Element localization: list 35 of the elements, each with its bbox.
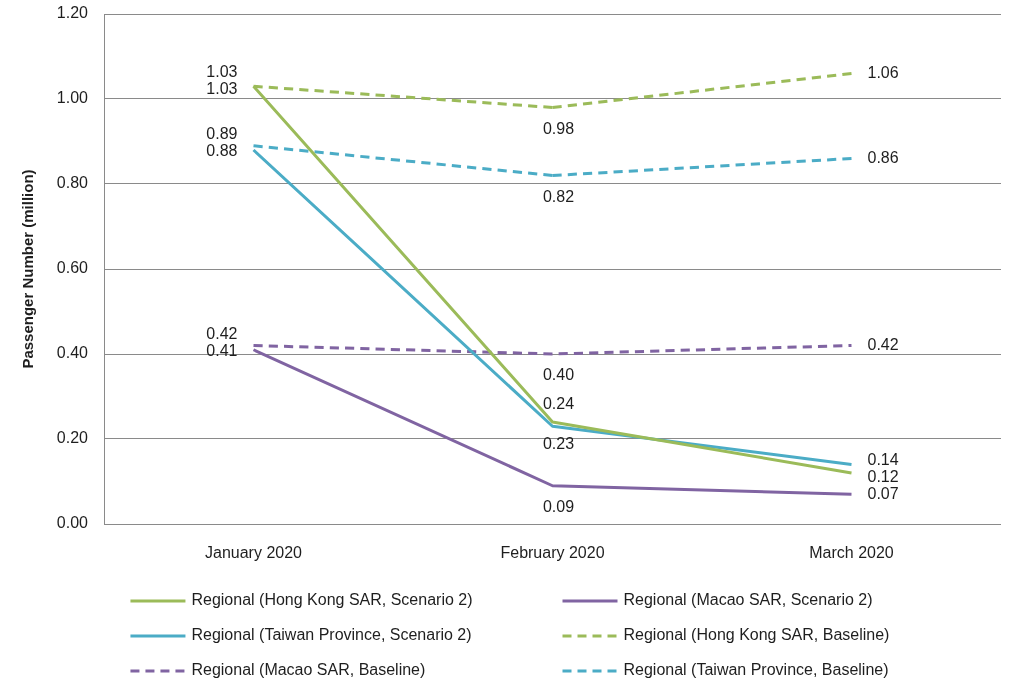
legend-label: Regional (Taiwan Province, Baseline) [623,661,889,679]
y-tick-label: 1.00 [56,89,89,107]
data-label: 0.98 [542,119,575,137]
data-label: 1.06 [867,63,899,81]
data-label: 0.88 [206,141,238,159]
y-tick-label: 0.00 [56,514,89,532]
data-label: 1.03 [206,63,238,81]
y-tick-label: 0.60 [56,259,89,277]
y-tick-label: 0.40 [56,344,89,362]
data-label: 0.12 [867,467,899,485]
y-tick-label: 1.20 [56,4,89,22]
y-tick-label: 0.80 [56,174,89,192]
data-label: 0.09 [542,498,575,516]
data-label: 0.89 [206,124,238,142]
data-label: 0.82 [542,187,575,205]
legend-label: Regional (Hong Kong SAR, Baseline) [623,626,890,644]
data-label: 0.42 [206,324,238,342]
data-label: 0.40 [542,366,575,384]
x-tick-label: February 2020 [500,544,605,562]
data-label: 0.41 [206,341,238,359]
data-label: 0.23 [542,434,575,452]
x-tick-label: January 2020 [205,544,303,562]
data-label: 0.07 [867,484,899,502]
legend-label: Regional (Macao SAR, Baseline) [191,661,426,679]
y-axis-title: Passenger Number (million) [19,169,37,369]
data-label: 0.24 [542,394,575,412]
legend-label: Regional (Macao SAR, Scenario 2) [623,591,873,609]
data-label: 0.86 [867,148,899,166]
data-label: 0.42 [867,335,899,353]
legend-label: Regional (Hong Kong SAR, Scenario 2) [191,591,473,609]
data-label: 0.14 [867,450,899,468]
legend-label: Regional (Taiwan Province, Scenario 2) [191,626,472,644]
data-label: 1.03 [206,80,238,98]
x-tick-label: March 2020 [809,544,894,562]
y-tick-label: 0.20 [56,429,89,447]
